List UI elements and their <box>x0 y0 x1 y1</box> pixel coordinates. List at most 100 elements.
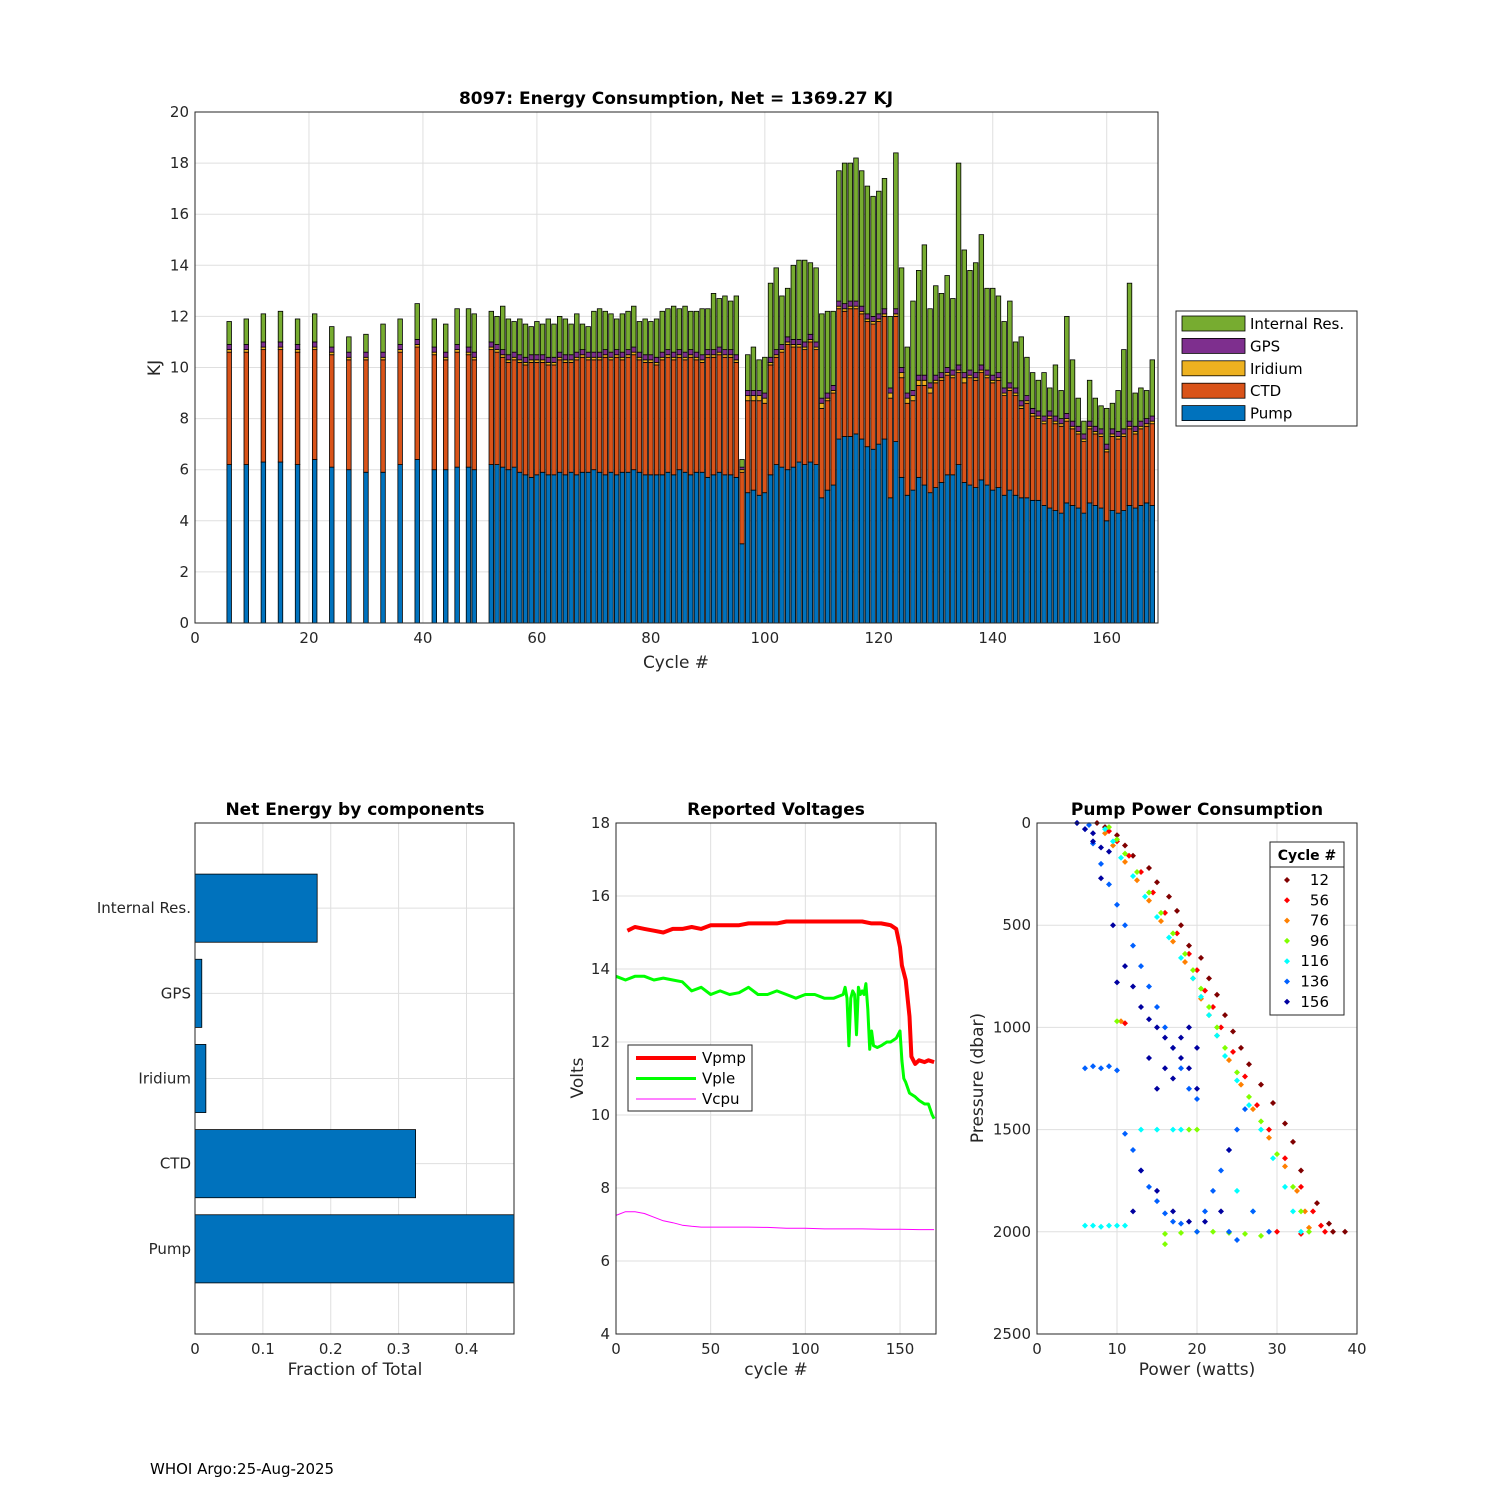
pump-point-cycle-76 <box>1182 958 1188 965</box>
pump-tick-labels: 0 10 20 30 40 0 500 1000 1500 2000 2500 <box>993 814 1367 1358</box>
voltages-y-axis-label: Volts <box>568 1057 588 1098</box>
voltages-tick-labels: 0 50 100 150 4 6 8 10 12 14 16 18 <box>591 814 914 1358</box>
pump-point-cycle-156 <box>1110 922 1116 929</box>
energy-bar-segment-internal-res <box>921 244 928 376</box>
energy-bar-segment-internal-res <box>397 318 403 345</box>
pump-point-cycle-56 <box>1126 852 1132 859</box>
energy-bar-segment-gps <box>431 346 438 353</box>
energy-bar-segment-ctd <box>853 308 859 435</box>
energy-bar-segment-pump <box>557 471 563 624</box>
pump-point-cycle-56 <box>1218 1024 1224 1031</box>
voltages-chart-title: Reported Voltages <box>687 800 865 820</box>
energy-bar-segment-internal-res <box>756 359 762 391</box>
pump-point-cycle-136 <box>1106 881 1112 888</box>
energy-bar-segment-gps <box>670 351 677 358</box>
energy-bar-segment-pump <box>500 466 506 624</box>
energy-bar-segment-internal-res <box>967 270 973 371</box>
pump-point-cycle-116 <box>1110 838 1116 845</box>
pump-legend-label: 136 <box>1300 973 1329 991</box>
energy-bar-segment-iridium <box>762 397 768 404</box>
pump-point-cycle-12 <box>1122 842 1128 849</box>
energy-bar-segment-pump <box>397 464 403 624</box>
energy-bar-segment-gps <box>517 354 523 361</box>
reported-voltages-chart: Reported Voltages 0 50 100 150 4 6 8 10 12 14 16 18… <box>568 800 937 1380</box>
energy-bar-segment-internal-res <box>767 282 774 358</box>
energy-bar-segment-iridium <box>750 395 757 402</box>
energy-bar-segment-internal-res <box>1064 315 1070 414</box>
energy-bar-segment-pump <box>1115 512 1121 624</box>
pump-point-cycle-76 <box>1122 858 1128 865</box>
energy-legend-label: Internal Res. <box>1250 315 1344 333</box>
energy-bar-segment-internal-res <box>659 310 665 353</box>
pump-point-cycle-116 <box>1090 1222 1096 1229</box>
energy-bar-segment-ctd <box>944 374 950 476</box>
energy-bar-segment-pump <box>636 471 643 624</box>
energy-bar-segment-ctd <box>682 359 688 473</box>
energy-bar-segment-pump <box>722 474 728 624</box>
pump-x-tick-label: 0 <box>1032 1340 1042 1358</box>
voltages-legend-label: Vcpu <box>702 1090 740 1108</box>
energy-bar-segment-ctd <box>745 400 751 494</box>
energy-bar-segment-gps <box>648 354 654 361</box>
voltages-grid <box>615 822 936 1335</box>
energy-bar-segment-gps <box>1115 430 1121 437</box>
pump-point-cycle-156 <box>1146 1055 1152 1062</box>
pump-legend-marker <box>1284 877 1290 883</box>
energy-bar-segment-internal-res <box>881 178 888 310</box>
energy-bar-segment-ctd <box>699 361 705 473</box>
components-category-label: Iridium <box>138 1070 191 1088</box>
energy-bar-segment-internal-res <box>1007 300 1013 384</box>
energy-bar-segment-ctd <box>1029 415 1036 501</box>
energy-bar-segment-gps <box>653 356 660 363</box>
energy-bar-segment-ctd <box>659 359 665 476</box>
energy-bar-segment-ctd <box>904 402 910 496</box>
energy-bar-segment-pump <box>494 464 500 624</box>
energy-bar-segment-internal-res <box>431 318 438 348</box>
pump-legend-label: 12 <box>1310 871 1329 889</box>
energy-bar-segment-gps <box>716 346 722 353</box>
energy-bar-segment-pump <box>933 487 939 624</box>
energy-bar-segment-gps <box>921 374 928 381</box>
energy-bar-segment-ctd <box>1047 418 1053 509</box>
energy-bar-segment-ctd <box>807 341 814 463</box>
energy-bar-segment-pump <box>1007 489 1013 624</box>
energy-bar-segment-pump <box>836 438 842 624</box>
pump-point-cycle-56 <box>1282 1155 1288 1162</box>
energy-bar-segment-gps <box>944 367 950 374</box>
pump-legend-label: 76 <box>1310 912 1329 930</box>
energy-bar-segment-pump <box>380 471 386 624</box>
energy-bar-segment-ctd <box>414 346 420 460</box>
energy-bar-segment-pump <box>915 476 922 624</box>
energy-bar-segment-internal-res <box>625 310 631 351</box>
energy-legend-swatch <box>1181 315 1246 332</box>
pump-point-cycle-116 <box>1282 1183 1288 1190</box>
energy-bar-segment-gps <box>904 392 910 399</box>
energy-bar-segment-pump <box>329 466 335 624</box>
pump-point-cycle-116 <box>1130 873 1136 880</box>
energy-bar-segment-internal-res <box>665 308 671 351</box>
energy-bar-segment-internal-res <box>819 313 825 399</box>
pump-point-cycle-116 <box>1102 826 1108 833</box>
energy-bar-segment-gps <box>762 392 768 399</box>
energy-bar-segment-internal-res <box>1001 321 1007 389</box>
pump-point-cycle-76 <box>1226 1057 1232 1064</box>
energy-bar-segment-internal-res <box>1035 379 1042 412</box>
energy-bar-segment-ctd <box>1098 436 1104 509</box>
energy-bar-segment-pump <box>585 471 591 624</box>
energy-bar-segment-pump <box>1001 494 1007 624</box>
energy-bar-segment-ctd <box>995 379 1002 488</box>
voltages-axes <box>615 822 937 1335</box>
energy-bar-segment-ctd <box>260 349 267 463</box>
energy-bar-segment-pump <box>745 492 751 624</box>
energy-bar-segment-pump <box>1064 502 1070 624</box>
voltage-line-vcpu <box>615 1211 935 1231</box>
pump-legend-marker <box>1284 917 1290 924</box>
energy-bar-segment-gps <box>1092 425 1098 432</box>
voltages-x-axis-label: cycle # <box>744 1360 808 1380</box>
voltages-y-tick-label: 16 <box>591 887 610 905</box>
pump-point-cycle-56 <box>1322 1228 1328 1235</box>
energy-bar-segment-gps <box>1086 420 1093 427</box>
pump-y-tick-label: 500 <box>1002 916 1031 934</box>
pump-point-cycle-156 <box>1170 1208 1176 1215</box>
energy-bar-segment-gps <box>1058 418 1064 425</box>
